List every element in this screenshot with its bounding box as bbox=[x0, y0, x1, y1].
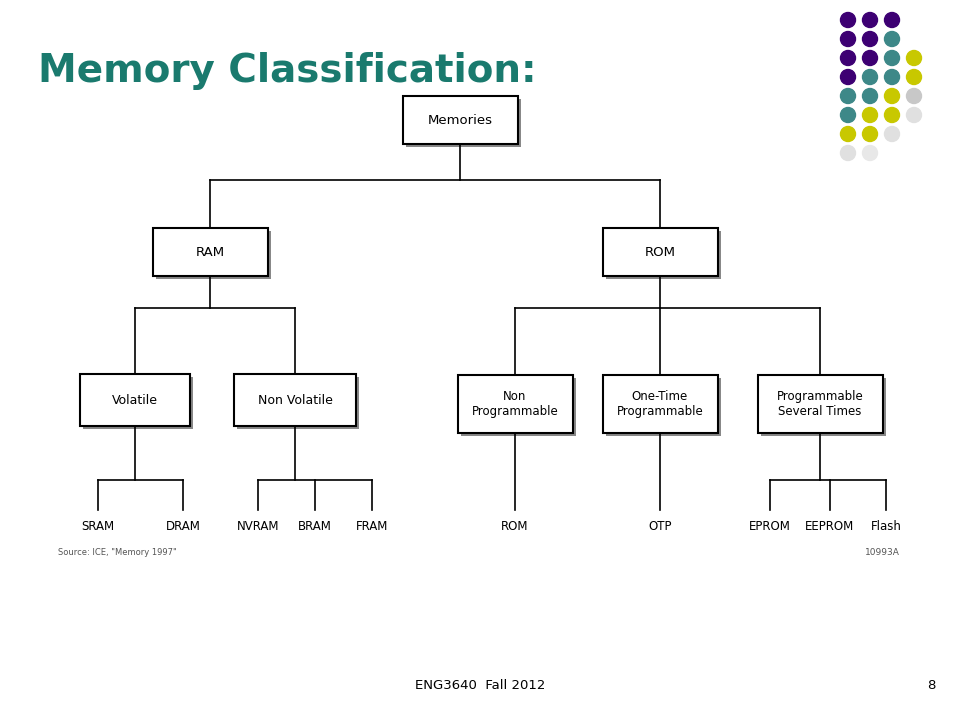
Circle shape bbox=[884, 89, 900, 104]
Circle shape bbox=[862, 50, 877, 66]
Text: EEPROM: EEPROM bbox=[805, 520, 854, 533]
Circle shape bbox=[862, 12, 877, 27]
FancyBboxPatch shape bbox=[234, 374, 356, 426]
Circle shape bbox=[906, 70, 922, 84]
Text: ENG3640  Fall 2012: ENG3640 Fall 2012 bbox=[415, 679, 545, 692]
FancyBboxPatch shape bbox=[461, 378, 575, 436]
Text: Programmable
Several Times: Programmable Several Times bbox=[777, 390, 863, 418]
Text: Source: ICE, "Memory 1997": Source: ICE, "Memory 1997" bbox=[58, 548, 177, 557]
FancyBboxPatch shape bbox=[405, 99, 520, 147]
Circle shape bbox=[906, 89, 922, 104]
FancyBboxPatch shape bbox=[757, 375, 882, 433]
Circle shape bbox=[884, 107, 900, 122]
Text: Volatile: Volatile bbox=[112, 394, 158, 407]
Circle shape bbox=[884, 127, 900, 142]
Text: BRAM: BRAM bbox=[298, 520, 332, 533]
Text: EPROM: EPROM bbox=[749, 520, 791, 533]
Circle shape bbox=[841, 107, 855, 122]
Circle shape bbox=[862, 70, 877, 84]
Text: DRAM: DRAM bbox=[165, 520, 201, 533]
Circle shape bbox=[884, 50, 900, 66]
Circle shape bbox=[862, 145, 877, 161]
Circle shape bbox=[841, 50, 855, 66]
Circle shape bbox=[862, 89, 877, 104]
Circle shape bbox=[841, 89, 855, 104]
Circle shape bbox=[884, 70, 900, 84]
Text: SRAM: SRAM bbox=[82, 520, 114, 533]
Circle shape bbox=[906, 50, 922, 66]
FancyBboxPatch shape bbox=[603, 228, 717, 276]
Circle shape bbox=[862, 127, 877, 142]
Text: RAM: RAM bbox=[196, 246, 225, 258]
Text: 10993A: 10993A bbox=[865, 548, 900, 557]
FancyBboxPatch shape bbox=[83, 377, 193, 429]
FancyBboxPatch shape bbox=[80, 374, 190, 426]
Text: ROM: ROM bbox=[644, 246, 676, 258]
Circle shape bbox=[841, 12, 855, 27]
Circle shape bbox=[841, 127, 855, 142]
FancyBboxPatch shape bbox=[153, 228, 268, 276]
Circle shape bbox=[884, 32, 900, 47]
Circle shape bbox=[841, 145, 855, 161]
Circle shape bbox=[862, 32, 877, 47]
Circle shape bbox=[841, 32, 855, 47]
FancyBboxPatch shape bbox=[237, 377, 359, 429]
FancyBboxPatch shape bbox=[458, 375, 572, 433]
Circle shape bbox=[862, 107, 877, 122]
Circle shape bbox=[884, 12, 900, 27]
Text: ROM: ROM bbox=[501, 520, 529, 533]
Text: OTP: OTP bbox=[648, 520, 672, 533]
Text: NVRAM: NVRAM bbox=[237, 520, 279, 533]
Text: Flash: Flash bbox=[871, 520, 901, 533]
FancyBboxPatch shape bbox=[603, 375, 717, 433]
FancyBboxPatch shape bbox=[402, 96, 517, 144]
Text: Non
Programmable: Non Programmable bbox=[471, 390, 559, 418]
Circle shape bbox=[841, 70, 855, 84]
Text: Memories: Memories bbox=[427, 114, 492, 127]
FancyBboxPatch shape bbox=[760, 378, 885, 436]
Text: One-Time
Programmable: One-Time Programmable bbox=[616, 390, 704, 418]
Text: FRAM: FRAM bbox=[356, 520, 388, 533]
FancyBboxPatch shape bbox=[156, 231, 271, 279]
FancyBboxPatch shape bbox=[606, 378, 721, 436]
FancyBboxPatch shape bbox=[606, 231, 721, 279]
Circle shape bbox=[906, 107, 922, 122]
Text: 8: 8 bbox=[926, 679, 935, 692]
Text: Non Volatile: Non Volatile bbox=[257, 394, 332, 407]
Text: Memory Classification:: Memory Classification: bbox=[38, 52, 537, 90]
